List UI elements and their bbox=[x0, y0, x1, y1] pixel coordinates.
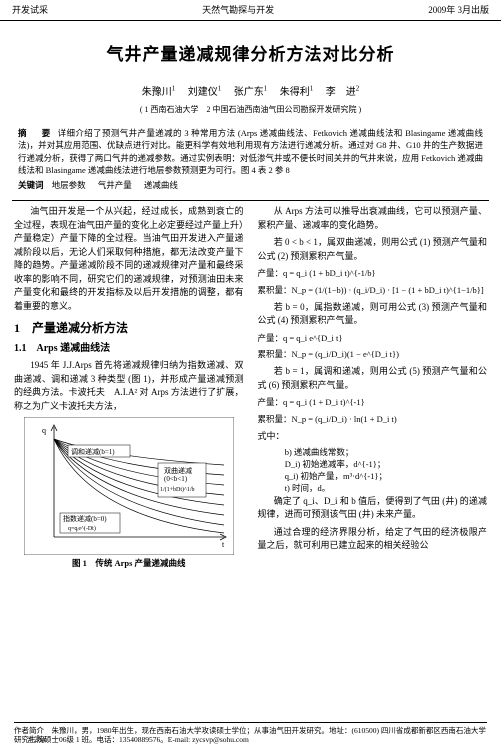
keyword: 地层参数 bbox=[52, 180, 86, 190]
keyword: 递减曲线 bbox=[144, 180, 178, 190]
author: 刘建仪1 bbox=[188, 87, 222, 98]
body-paragraph: 通过合理的经济界限分析，给定了气田的经济极限产量之后，就可利用已建立起来的相关经… bbox=[258, 526, 488, 553]
body-paragraph: 油气田开发是一个从兴起，经过成长，成熟到衰亡的全过程，表现在油气田产量的变化上必… bbox=[14, 205, 244, 313]
symbol-definitions: b) 递减曲线常数； D_i) 初始递减率，d^{-1}； q_i) 初始产量，… bbox=[285, 447, 487, 495]
equation: 产量：q = q_i e^{D_i t} bbox=[258, 332, 488, 345]
abstract: 摘 要详细介绍了预测气井产量递减的 3 种常用方法 (Arps 递减曲线法、Fe… bbox=[18, 127, 483, 176]
svg-text:(0<b<1): (0<b<1) bbox=[164, 475, 188, 483]
abstract-label: 摘 要 bbox=[18, 128, 54, 138]
where-label: 式中： bbox=[258, 430, 488, 444]
article-title: 气井产量递减规律分析方法对比分析 bbox=[0, 43, 501, 67]
figure-caption: 图 1 传统 Arps 产量递减曲线 bbox=[14, 557, 244, 570]
subsection-heading: 1.1 Arps 递减曲线法 bbox=[14, 341, 244, 356]
keywords-label: 关键词 bbox=[18, 180, 44, 190]
svg-text:1/(1+bDt)^1/b: 1/(1+bDt)^1/b bbox=[160, 486, 195, 493]
right-column: 从 Arps 方法可以推导出衰减曲线，它可以预测产量、累积产量、递减率的变化趋势… bbox=[258, 205, 488, 574]
equation: 累积量：N_p = (1/(1−b)) · (q_i/D_i) · [1 − (… bbox=[258, 284, 488, 297]
svg-text:指数递减(b=0): 指数递减(b=0) bbox=[63, 514, 107, 523]
body-paragraph: 确定了 q_i、D_i 和 b 值后，便得到了气田 (井) 的递减规律，进而可预… bbox=[258, 495, 488, 522]
symbol-def: t) 时间，d。 bbox=[285, 483, 487, 495]
author: 朱得利1 bbox=[280, 87, 314, 98]
symbol-def: D_i) 初始递减率，d^{-1}； bbox=[285, 459, 487, 471]
author: 张广东1 bbox=[234, 87, 268, 98]
svg-text:双曲递减: 双曲递减 bbox=[164, 466, 192, 475]
equation: 累积量：N_p = (q_i/D_i)(1 − e^{D_i t}) bbox=[258, 348, 488, 361]
equation: 产量：q = q_i (1 + bD_i t)^{-1/b} bbox=[258, 267, 488, 280]
keywords: 关键词 地层参数 气井产量 递减曲线 bbox=[18, 180, 483, 192]
figure-1: q t 调和递减(b=1) 双曲递减 (0<b<1) 1/(1+bDt)^1/b bbox=[14, 417, 244, 555]
symbol-def: b) 递减曲线常数； bbox=[285, 447, 487, 459]
section-heading: 1 产量递减分析方法 bbox=[14, 319, 244, 337]
authors-line: 朱豫川1 刘建仪1 张广东1 朱得利1 李 进2 bbox=[0, 84, 501, 99]
body-paragraph: 若 b = 0，属指数递减，则可用公式 (3) 预测产气量和公式 (4) 预测累… bbox=[258, 301, 488, 328]
header-left: 开发试采 bbox=[12, 4, 48, 17]
divider bbox=[12, 200, 489, 201]
svg-text:调和递减(b=1): 调和递减(b=1) bbox=[71, 447, 115, 456]
equation: 累积量：N_p = (q_i/D_i) · ln(1 + D_i t) bbox=[258, 413, 488, 426]
header-right: 2009年 3月出版 bbox=[428, 4, 489, 17]
svg-text:q: q bbox=[42, 426, 46, 435]
symbol-def: q_i) 初始产量，m³·d^{-1}； bbox=[285, 471, 487, 483]
author-bio-footer: 作者简介 朱豫川，男，1980年出生，现在西南石油大学攻读硕士学位；从事油气田开… bbox=[14, 722, 487, 746]
body-paragraph: 若 b = 1，属调和递减，则用公式 (5) 预测产气量和公式 (6) 预测累积… bbox=[258, 365, 488, 392]
footer-text: 作者简介 朱豫川，男，1980年出生，现在西南石油大学攻读硕士学位；从事油气田开… bbox=[14, 726, 487, 746]
abstract-text: 详细介绍了预测气井产量递减的 3 种常用方法 (Arps 递减曲线法、Fetko… bbox=[18, 128, 483, 175]
svg-text:q=qᵢe^(-Dt): q=qᵢe^(-Dt) bbox=[68, 525, 96, 532]
author: 朱豫川1 bbox=[142, 87, 176, 98]
author: 李 进2 bbox=[326, 87, 360, 98]
header-center: 天然气勘探与开发 bbox=[202, 4, 274, 17]
left-column: 油气田开发是一个从兴起，经过成长，成熟到衰亡的全过程，表现在油气田产量的变化上必… bbox=[14, 205, 244, 574]
equation: 产量：q = q_i (1 + D_i t)^{-1} bbox=[258, 396, 488, 409]
body-paragraph: 若 0 < b < 1，属双曲递减，则用公式 (1) 预测产气量和公式 (2) … bbox=[258, 236, 488, 263]
body-paragraph: 1945 年 J.J.Arps 首先将递减规律归纳为指数递减、双曲递减、调和递减… bbox=[14, 359, 244, 413]
page-number: # 28# bbox=[28, 735, 46, 745]
affiliations: ( 1 西南石油大学 2 中国石油西南油气田公司勘探开发研究院 ) bbox=[0, 104, 501, 115]
body-paragraph: 从 Arps 方法可以推导出衰减曲线，它可以预测产量、累积产量、递减率的变化趋势… bbox=[258, 205, 488, 232]
keyword: 气井产量 bbox=[98, 180, 132, 190]
